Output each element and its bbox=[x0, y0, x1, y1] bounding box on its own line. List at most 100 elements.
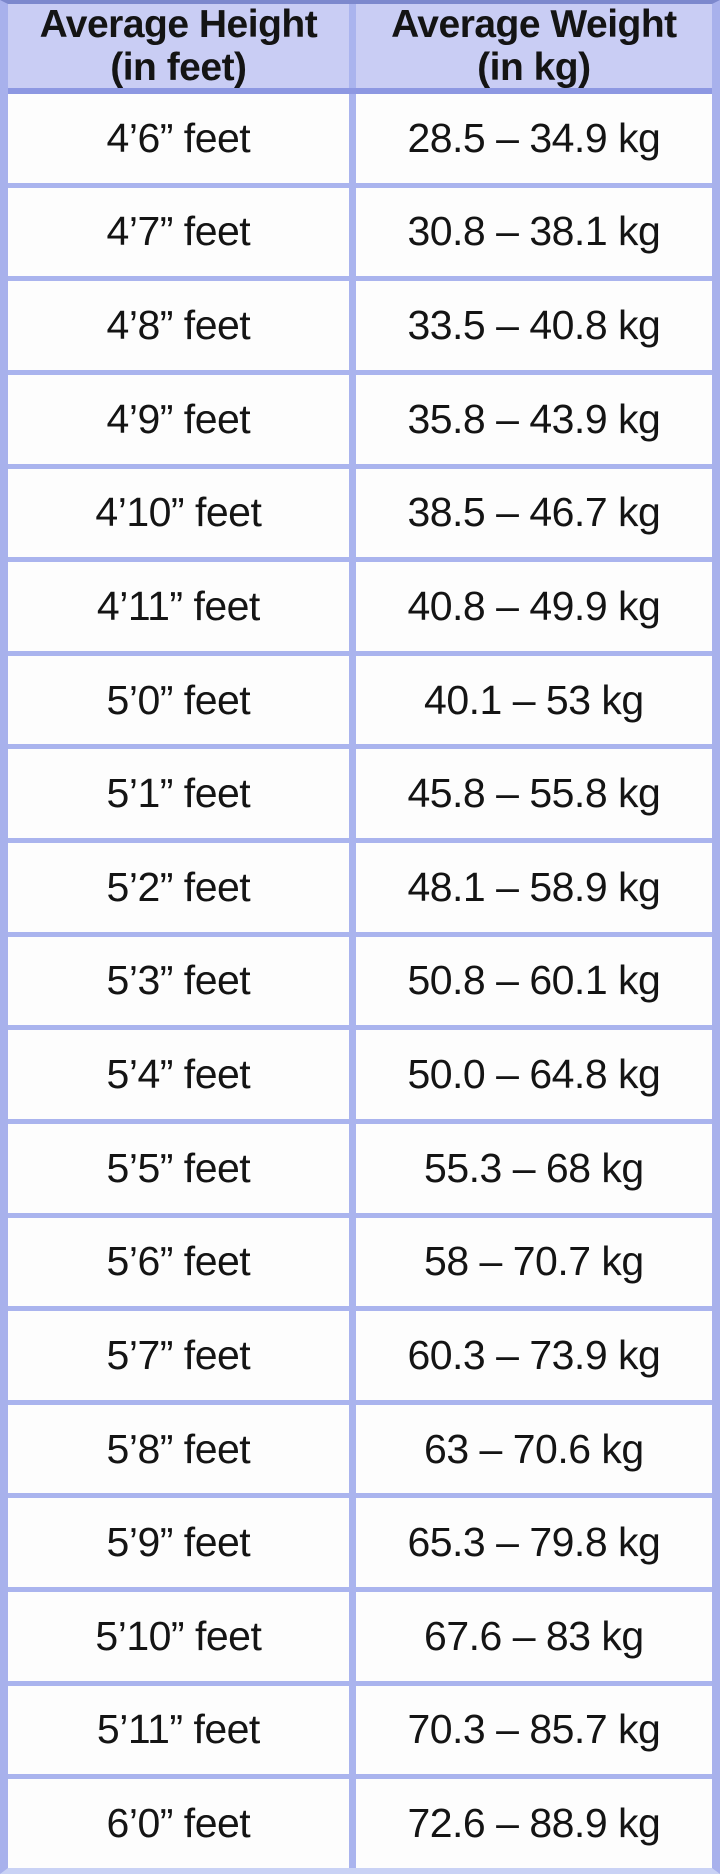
height-cell: 5’1” feet bbox=[8, 749, 356, 838]
table-row: 4’7” feet 30.8 – 38.1 kg bbox=[8, 182, 712, 277]
column-header-weight-line2: (in kg) bbox=[477, 46, 591, 89]
weight-cell: 30.8 – 38.1 kg bbox=[356, 188, 712, 277]
height-value: 5’11” feet bbox=[96, 1706, 260, 1753]
height-value: 5’9” feet bbox=[106, 1519, 251, 1566]
weight-value: 48.1 – 58.9 kg bbox=[407, 863, 661, 910]
weight-value: 65.3 – 79.8 kg bbox=[407, 1519, 661, 1566]
height-value: 5’1” feet bbox=[106, 770, 251, 817]
height-cell: 5’2” feet bbox=[8, 843, 356, 932]
height-cell: 5’10” feet bbox=[8, 1592, 356, 1681]
table-row: 5’1” feet 45.8 – 55.8 kg bbox=[8, 744, 712, 838]
weight-value: 38.5 – 46.7 kg bbox=[407, 489, 661, 536]
column-header-height-line2: (in feet) bbox=[110, 46, 247, 89]
weight-value: 30.8 – 38.1 kg bbox=[407, 208, 661, 255]
table-row: 5’9” feet 65.3 – 79.8 kg bbox=[8, 1493, 712, 1587]
weight-cell: 72.6 – 88.9 kg bbox=[356, 1779, 712, 1868]
weight-value: 63 – 70.6 kg bbox=[424, 1425, 644, 1472]
height-cell: 4’11” feet bbox=[8, 562, 356, 651]
weight-value: 55.3 – 68 kg bbox=[424, 1144, 644, 1191]
height-value: 4’6” feet bbox=[106, 114, 251, 161]
height-cell: 5’6” feet bbox=[8, 1217, 356, 1307]
weight-value: 40.8 – 49.9 kg bbox=[407, 582, 661, 629]
height-value: 4’9” feet bbox=[106, 395, 251, 442]
height-cell: 4’9” feet bbox=[8, 374, 356, 464]
weight-cell: 67.6 – 83 kg bbox=[356, 1592, 712, 1681]
weight-cell: 45.8 – 55.8 kg bbox=[356, 749, 712, 838]
height-cell: 5’4” feet bbox=[8, 1030, 356, 1119]
height-value: 5’5” feet bbox=[106, 1144, 251, 1191]
weight-cell: 70.3 – 85.7 kg bbox=[356, 1686, 712, 1775]
table-row: 5’6” feet 58 – 70.7 kg bbox=[8, 1212, 712, 1307]
weight-cell: 48.1 – 58.9 kg bbox=[356, 843, 712, 932]
table-row: 5’4” feet 50.0 – 64.8 kg bbox=[8, 1025, 712, 1119]
height-value: 4’7” feet bbox=[106, 208, 251, 255]
weight-cell: 38.5 – 46.7 kg bbox=[356, 469, 712, 558]
table-body: 4’6” feet 28.5 – 34.9 kg 4’7” feet 30.8 … bbox=[8, 94, 712, 1868]
height-value: 6’0” feet bbox=[106, 1800, 251, 1847]
height-cell: 4’10” feet bbox=[8, 468, 356, 558]
weight-value: 60.3 – 73.9 kg bbox=[407, 1331, 661, 1378]
weight-cell: 40.8 – 49.9 kg bbox=[356, 562, 712, 651]
table-row: 5’2” feet 48.1 – 58.9 kg bbox=[8, 838, 712, 932]
weight-value: 35.8 – 43.9 kg bbox=[407, 395, 661, 442]
height-cell: 5’9” feet bbox=[8, 1498, 356, 1587]
weight-value: 45.8 – 55.8 kg bbox=[407, 770, 661, 817]
weight-value: 58 – 70.7 kg bbox=[424, 1238, 644, 1285]
height-value: 5’2” feet bbox=[106, 863, 251, 910]
height-cell: 4’7” feet bbox=[8, 187, 356, 277]
height-value: 5’8” feet bbox=[106, 1425, 251, 1472]
height-value: 5’10” feet bbox=[95, 1612, 262, 1659]
weight-value: 72.6 – 88.9 kg bbox=[407, 1800, 661, 1847]
column-header-weight-line1: Average Weight bbox=[391, 3, 677, 46]
weight-value: 50.0 – 64.8 kg bbox=[407, 1051, 661, 1098]
table-row: 4’10” feet 38.5 – 46.7 kg bbox=[8, 463, 712, 558]
weight-value: 40.1 – 53 kg bbox=[424, 676, 644, 723]
weight-cell: 60.3 – 73.9 kg bbox=[356, 1311, 712, 1400]
table-row: 4’8” feet 33.5 – 40.8 kg bbox=[8, 276, 712, 370]
column-header-height-line1: Average Height bbox=[39, 3, 318, 46]
height-value: 4’11” feet bbox=[96, 582, 260, 629]
table-row: 5’8” feet 63 – 70.6 kg bbox=[8, 1399, 712, 1494]
weight-value: 50.8 – 60.1 kg bbox=[407, 957, 661, 1004]
table-row: 5’7” feet 60.3 – 73.9 kg bbox=[8, 1306, 712, 1400]
table-row: 5’5” feet 55.3 – 68 kg bbox=[8, 1118, 712, 1213]
height-cell: 5’5” feet bbox=[8, 1123, 356, 1213]
height-value: 5’7” feet bbox=[106, 1331, 251, 1378]
height-value: 4’10” feet bbox=[95, 489, 262, 536]
height-value: 5’0” feet bbox=[106, 676, 251, 723]
table-row: 4’6” feet 28.5 – 34.9 kg bbox=[8, 94, 712, 183]
table-row: 5’11” feet 70.3 – 85.7 kg bbox=[8, 1680, 712, 1775]
weight-cell: 28.5 – 34.9 kg bbox=[356, 94, 712, 183]
height-cell: 5’7” feet bbox=[8, 1311, 356, 1400]
weight-cell: 65.3 – 79.8 kg bbox=[356, 1498, 712, 1587]
weight-cell: 55.3 – 68 kg bbox=[356, 1124, 712, 1213]
height-value: 5’3” feet bbox=[106, 957, 251, 1004]
weight-cell: 63 – 70.6 kg bbox=[356, 1405, 712, 1494]
table-row: 5’0” feet 40.1 – 53 kg bbox=[8, 650, 712, 745]
height-cell: 5’0” feet bbox=[8, 655, 356, 745]
weight-value: 28.5 – 34.9 kg bbox=[407, 114, 661, 161]
height-cell: 6’0” feet bbox=[8, 1779, 356, 1868]
weight-cell: 58 – 70.7 kg bbox=[356, 1218, 712, 1307]
height-cell: 5’3” feet bbox=[8, 936, 356, 1026]
height-value: 4’8” feet bbox=[106, 302, 251, 349]
table-row: 6’0” feet 72.6 – 88.9 kg bbox=[8, 1774, 712, 1868]
weight-cell: 33.5 – 40.8 kg bbox=[356, 281, 712, 370]
table-row: 5’3” feet 50.8 – 60.1 kg bbox=[8, 931, 712, 1026]
height-cell: 5’8” feet bbox=[8, 1404, 356, 1494]
table-row: 5’10” feet 67.6 – 83 kg bbox=[8, 1587, 712, 1681]
column-header-weight: Average Weight (in kg) bbox=[356, 3, 712, 89]
weight-cell: 35.8 – 43.9 kg bbox=[356, 375, 712, 464]
table-header-row: Average Height (in feet) Average Weight … bbox=[8, 3, 712, 94]
height-value: 5’4” feet bbox=[106, 1051, 251, 1098]
height-value: 5’6” feet bbox=[106, 1238, 251, 1285]
column-header-height: Average Height (in feet) bbox=[8, 3, 356, 89]
weight-cell: 50.0 – 64.8 kg bbox=[356, 1030, 712, 1119]
weight-cell: 40.1 – 53 kg bbox=[356, 656, 712, 745]
weight-value: 70.3 – 85.7 kg bbox=[407, 1706, 661, 1753]
height-cell: 4’6” feet bbox=[8, 94, 356, 183]
table-row: 4’9” feet 35.8 – 43.9 kg bbox=[8, 369, 712, 464]
weight-cell: 50.8 – 60.1 kg bbox=[356, 937, 712, 1026]
weight-value: 33.5 – 40.8 kg bbox=[407, 302, 661, 349]
